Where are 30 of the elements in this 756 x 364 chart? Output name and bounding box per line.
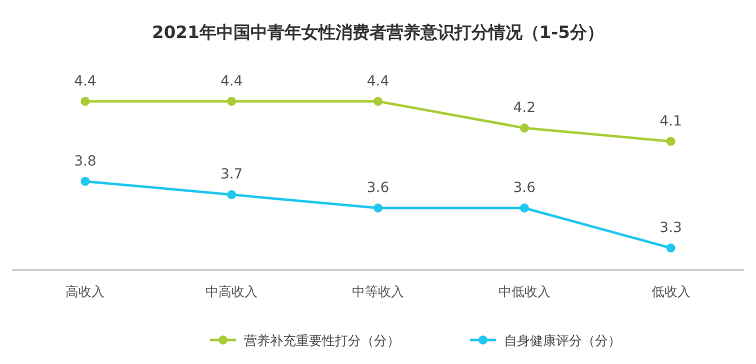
- chart-title: 2021年中国中青年女性消费者营养意识打分情况（1-5分）: [152, 23, 604, 43]
- data-label: 4.1: [660, 113, 682, 130]
- x-tick-label: 低收入: [651, 285, 690, 300]
- 营养补充重要性打分（分）: 4.4 4.4 4.4 4.2 4.1: [74, 73, 682, 146]
- data-label: 3.3: [660, 220, 682, 236]
- data-label: 3.6: [513, 180, 536, 196]
- point: [520, 204, 529, 212]
- point: [227, 190, 236, 200]
- point: [80, 176, 90, 186]
- point: [666, 136, 676, 146]
- 自身健康评分（分）: 3.8 3.7 3.6 3.6 3.3: [74, 153, 682, 252]
- legend-label: 自身健康评分（分）: [504, 334, 621, 349]
- point: [666, 244, 676, 252]
- point: [374, 204, 382, 212]
- point: [520, 124, 529, 132]
- data-label: 4.4: [220, 73, 243, 90]
- x-tick-label: 中高收入: [206, 284, 258, 300]
- data-label: 3.8: [74, 153, 96, 170]
- data-label: 4.4: [74, 73, 96, 90]
- x-tick-label: 中低收入: [498, 285, 550, 300]
- x-tick-label: 中等收入: [352, 285, 404, 300]
- data-label: 3.6: [366, 180, 390, 196]
- point: [227, 96, 236, 106]
- x-tick-label: 高收入: [66, 284, 105, 300]
- legend-label: 营养补充重要性打分（分）: [244, 333, 400, 349]
- data-label: 4.4: [366, 73, 390, 90]
- point: [80, 96, 90, 106]
- data-label: 3.7: [220, 166, 243, 183]
- point: [374, 96, 382, 106]
- data-label: 4.2: [513, 100, 536, 116]
